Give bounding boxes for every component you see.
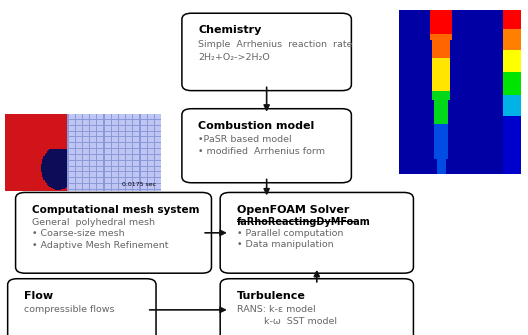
Text: 2H₂+O₂->2H₂O: 2H₂+O₂->2H₂O [199, 53, 270, 62]
Text: • Data manipulation: • Data manipulation [237, 240, 333, 249]
FancyBboxPatch shape [220, 279, 413, 335]
Text: • Parallel computation: • Parallel computation [237, 228, 343, 238]
Text: •PaSR based model: •PaSR based model [199, 135, 292, 144]
Text: Simple  Arrhenius  reaction  rate: Simple Arrhenius reaction rate [199, 40, 353, 49]
Text: compressible flows: compressible flows [24, 305, 115, 314]
Text: k-ω  SST model: k-ω SST model [237, 317, 336, 326]
Text: • Adaptive Mesh Refinement: • Adaptive Mesh Refinement [32, 241, 168, 250]
Text: Combustion model: Combustion model [199, 121, 315, 131]
Text: • modified  Arrhenius form: • modified Arrhenius form [199, 147, 325, 155]
Text: Turbulence: Turbulence [237, 291, 305, 301]
FancyBboxPatch shape [8, 279, 156, 335]
Text: OpenFOAM Solver: OpenFOAM Solver [237, 204, 353, 214]
Text: RANS: k-ε model: RANS: k-ε model [237, 305, 315, 314]
Text: Flow: Flow [24, 291, 53, 301]
FancyBboxPatch shape [182, 13, 352, 91]
Text: faRhoReactingDyMFoam: faRhoReactingDyMFoam [237, 217, 370, 227]
FancyBboxPatch shape [15, 192, 211, 273]
Text: General  polyhedral mesh: General polyhedral mesh [32, 218, 155, 227]
Text: Computational mesh system: Computational mesh system [32, 204, 200, 214]
Text: Chemistry: Chemistry [199, 25, 262, 35]
Text: • Coarse-size mesh: • Coarse-size mesh [32, 229, 125, 238]
FancyBboxPatch shape [182, 109, 352, 183]
FancyBboxPatch shape [220, 192, 413, 273]
